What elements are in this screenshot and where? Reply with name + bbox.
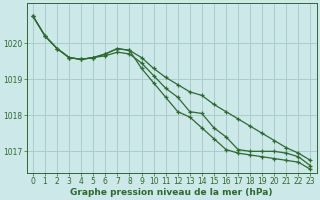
X-axis label: Graphe pression niveau de la mer (hPa): Graphe pression niveau de la mer (hPa) [70,188,273,197]
